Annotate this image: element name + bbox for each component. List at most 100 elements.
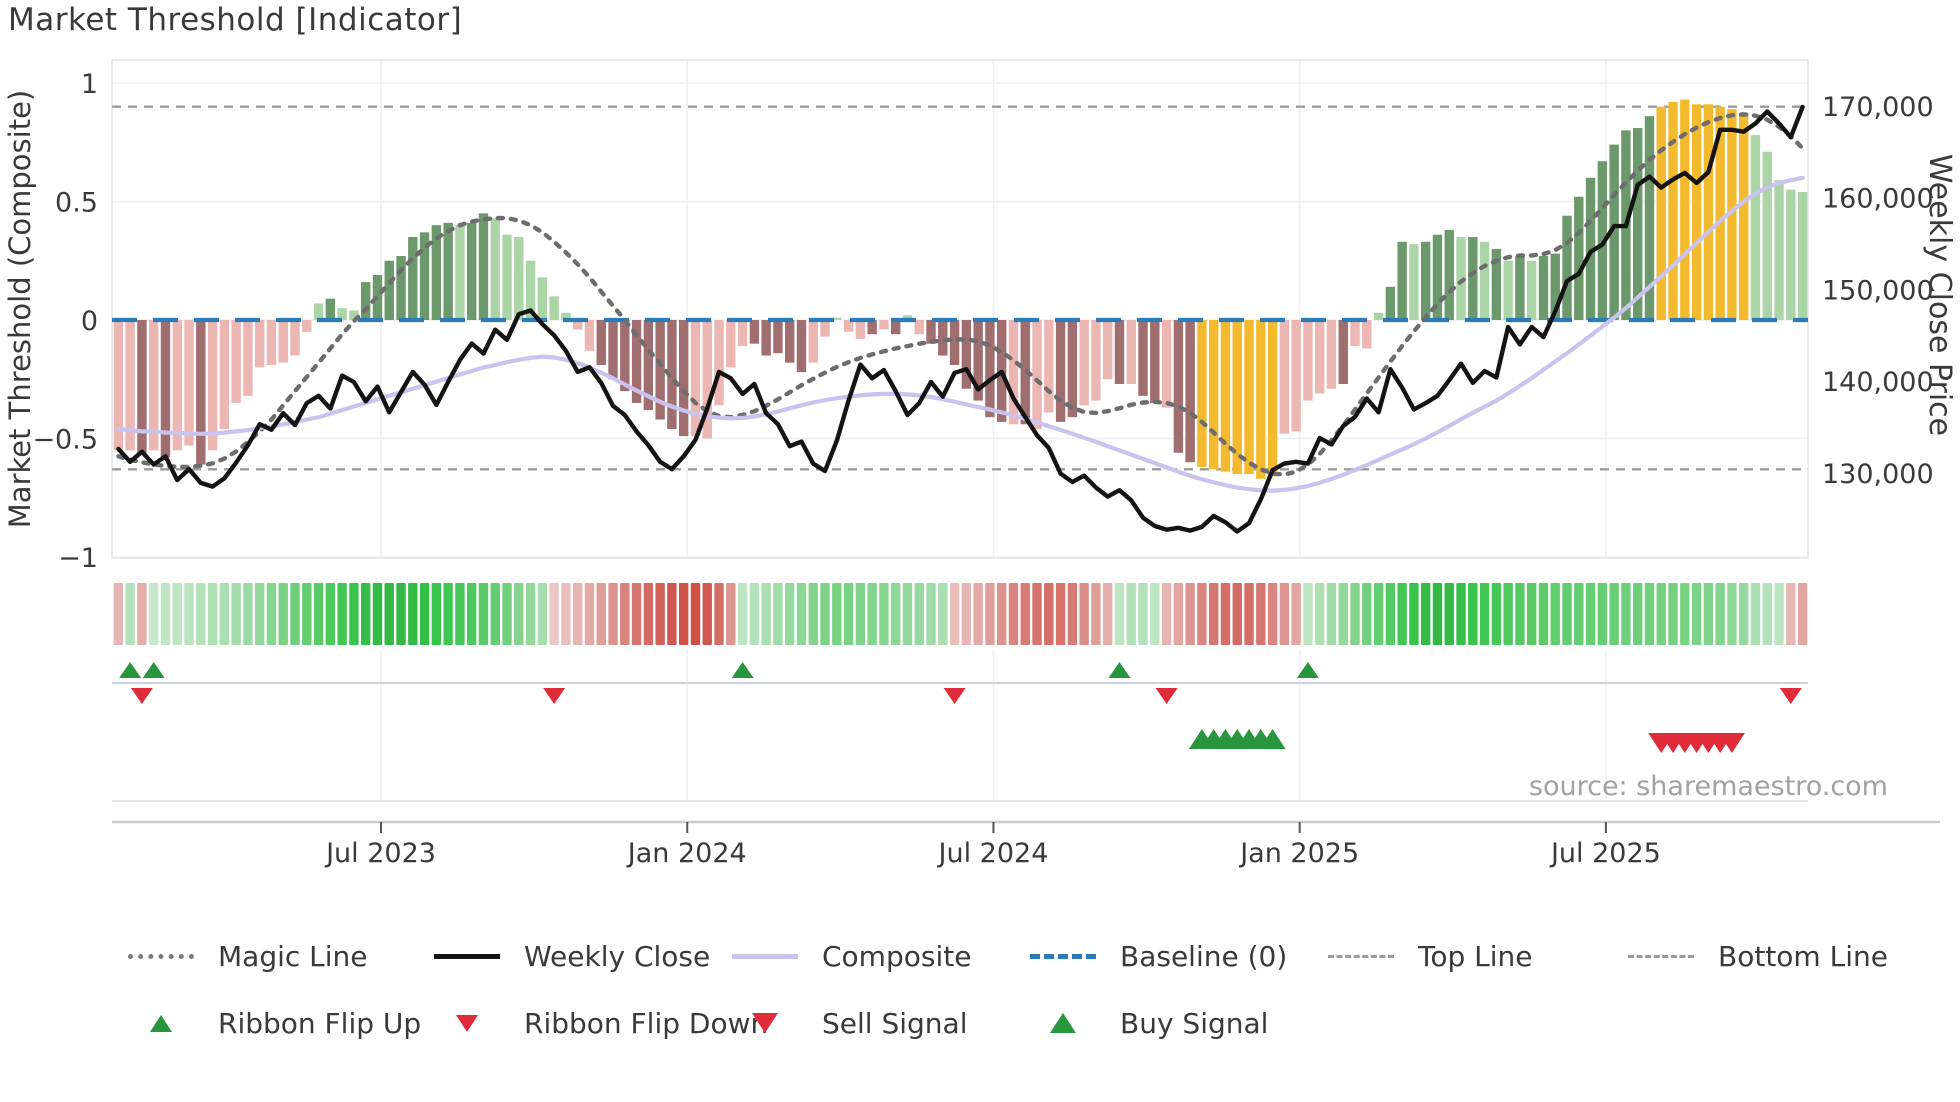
- ribbon-cell: [996, 583, 1007, 645]
- threshold-bar: [1350, 320, 1360, 347]
- ribbon-cell: [408, 583, 418, 645]
- ribbon-cell: [620, 583, 630, 645]
- ribbon-cell: [631, 583, 642, 645]
- buy-signal-icon: [1259, 729, 1286, 749]
- ribbon-cell: [266, 583, 277, 645]
- threshold-bar: [832, 317, 842, 320]
- ribbon-cell: [549, 583, 559, 645]
- threshold-bar: [973, 320, 983, 401]
- right-axis-title: Weekly Close Price: [1922, 154, 1957, 436]
- ribbon-cell: [596, 583, 606, 645]
- threshold-bar: [1444, 229, 1454, 320]
- left-axis-title: Market Threshold (Composite): [3, 90, 37, 528]
- threshold-bar: [1291, 320, 1301, 432]
- threshold-bar: [231, 320, 241, 403]
- threshold-bar: [737, 320, 748, 347]
- ribbon-cell: [843, 583, 854, 645]
- ribbon-flip-down-icon: [130, 688, 153, 704]
- ribbon-cell: [290, 583, 300, 645]
- threshold-bar: [690, 320, 701, 437]
- ribbon-cell: [313, 583, 324, 645]
- ribbon-cell: [1126, 583, 1136, 645]
- ribbon-cell: [726, 583, 736, 645]
- ribbon-cell: [1314, 583, 1325, 645]
- threshold-bar: [1055, 320, 1066, 422]
- ribbon-cell: [1750, 583, 1761, 645]
- ribbon-cell: [1668, 583, 1678, 645]
- threshold-bar: [926, 320, 936, 344]
- ribbon-flip-up-icon: [142, 662, 165, 678]
- ribbon-cell: [773, 583, 783, 645]
- threshold-bar: [949, 320, 960, 366]
- ribbon-cell: [1279, 583, 1290, 645]
- threshold-bar: [1256, 320, 1266, 479]
- ribbon-cell: [973, 583, 983, 645]
- ribbon-flip-up-icon: [731, 662, 754, 678]
- ribbon-cell: [514, 583, 524, 645]
- threshold-bar: [879, 320, 889, 330]
- ribbon-cell: [655, 583, 665, 645]
- ribbon-cell: [1362, 583, 1372, 645]
- threshold-bar: [408, 237, 418, 320]
- threshold-bar: [1397, 241, 1407, 320]
- threshold-bar: [537, 277, 548, 320]
- ribbon-cell: [608, 583, 618, 645]
- threshold-bar: [1503, 260, 1513, 320]
- threshold-bar: [1715, 106, 1725, 320]
- ribbon-cell: [337, 583, 347, 645]
- x-tick-label: Jul 2023: [324, 838, 436, 869]
- magic-line: [116, 112, 1805, 477]
- ribbon-cell: [148, 583, 159, 645]
- ribbon-flip-down-icon: [943, 688, 966, 704]
- threshold-bar: [714, 320, 724, 406]
- threshold-bar: [254, 320, 265, 368]
- ribbon-cell: [1232, 583, 1242, 645]
- composite-line: [116, 175, 1805, 493]
- ribbon-cell: [949, 583, 960, 645]
- ribbon-cell: [1138, 583, 1148, 645]
- left-tick-label: 1: [81, 69, 98, 100]
- left-tick-label: −0.5: [32, 425, 98, 456]
- threshold-bar: [1585, 177, 1596, 320]
- ribbon-cell: [914, 583, 924, 645]
- threshold-bar: [1091, 320, 1101, 401]
- ribbon-cell: [1197, 583, 1207, 645]
- ribbon-cell: [160, 583, 171, 645]
- ribbon-cell: [1208, 583, 1219, 645]
- threshold-bar: [1303, 320, 1313, 401]
- ribbon-cell: [1326, 583, 1337, 645]
- threshold-bar: [1067, 320, 1078, 418]
- threshold-bar: [1220, 320, 1231, 472]
- threshold-bar: [1173, 320, 1184, 453]
- threshold-bar: [1644, 116, 1655, 321]
- threshold-bar: [549, 296, 559, 320]
- threshold-bar: [1373, 312, 1384, 320]
- ribbon-cell: [1538, 583, 1549, 645]
- left-tick-label: 0: [81, 306, 98, 337]
- ribbon-cell: [1503, 583, 1513, 645]
- right-tick-label: 160,000: [1822, 184, 1934, 215]
- threshold-bar: [1515, 256, 1525, 320]
- ribbon-cell: [1526, 583, 1537, 645]
- threshold-bar: [1479, 241, 1490, 320]
- threshold-bar: [1456, 237, 1466, 320]
- ribbon-cell: [796, 583, 807, 645]
- ribbon-cell: [1020, 583, 1030, 645]
- x-tick-label: Jan 2025: [1238, 838, 1359, 869]
- threshold-bar: [1267, 320, 1278, 477]
- ribbon-cell: [867, 583, 877, 645]
- threshold-bar: [1044, 320, 1054, 413]
- threshold-bar: [1409, 244, 1419, 320]
- threshold-bar: [1208, 320, 1219, 470]
- ribbon-cell: [808, 583, 818, 645]
- threshold-bar: [349, 310, 359, 320]
- ribbon-cell: [1774, 583, 1784, 645]
- ribbon-cell: [1044, 583, 1054, 645]
- threshold-bar: [749, 320, 760, 344]
- ribbon-cell: [243, 583, 253, 645]
- threshold-bar: [1550, 253, 1560, 320]
- threshold-bar: [561, 312, 571, 320]
- threshold-bar: [773, 320, 783, 354]
- ribbon-cell: [879, 583, 889, 645]
